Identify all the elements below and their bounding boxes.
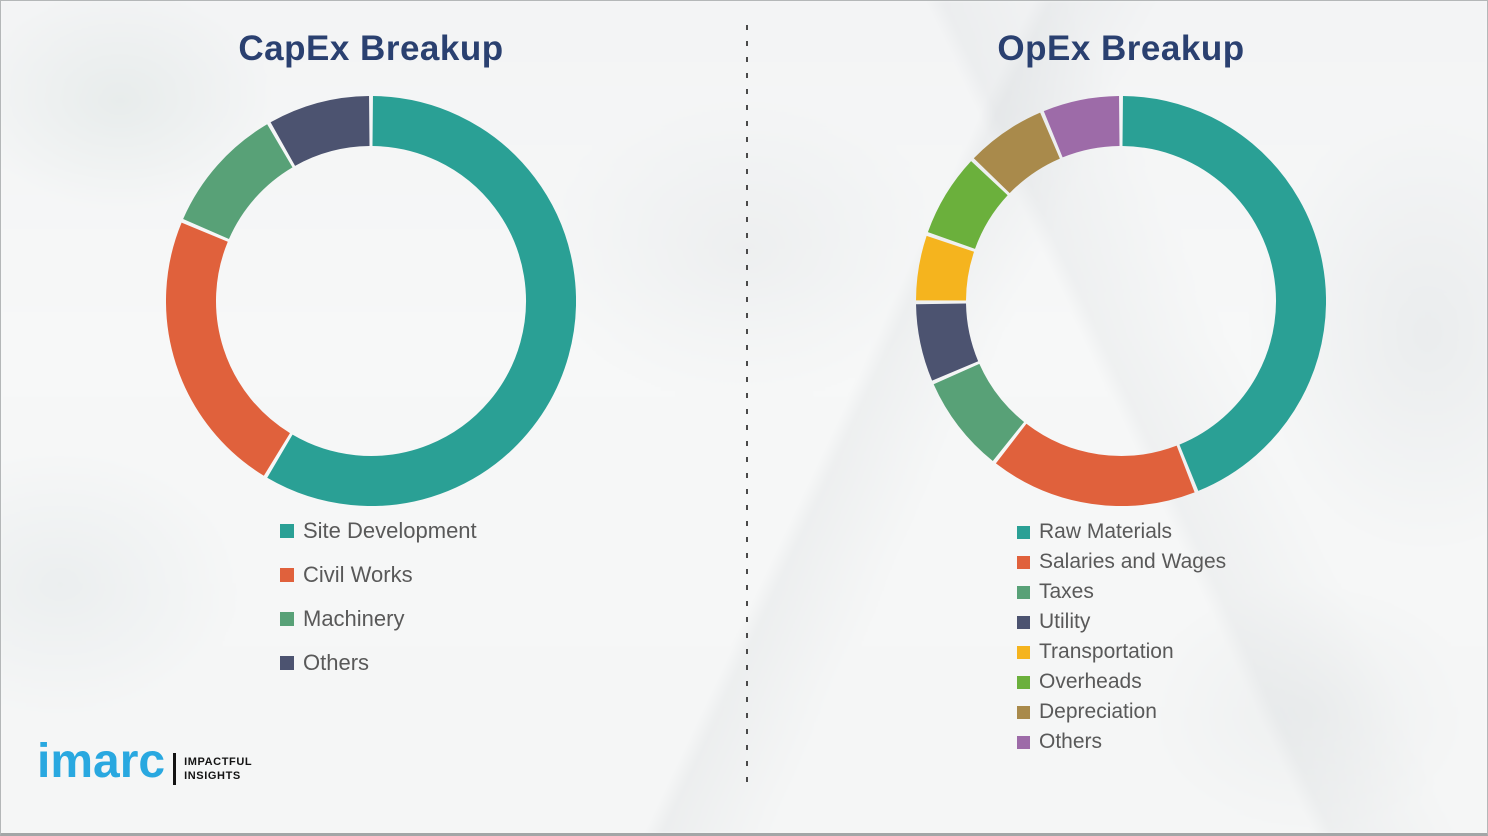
legend-item: Depreciation	[1017, 697, 1226, 727]
legend-label: Raw Materials	[1039, 520, 1173, 543]
legend-item: Overheads	[1017, 667, 1226, 697]
legend-label: Site Development	[303, 518, 477, 543]
legend-swatch-icon	[1017, 675, 1030, 689]
donut-segment-utility	[916, 302, 979, 381]
donut-segment-transportation	[916, 235, 975, 302]
legend-item: Civil Works	[280, 553, 477, 597]
legend-label: Depreciation	[1039, 700, 1157, 723]
opex-chart-title: OpEx Breakup	[997, 29, 1245, 68]
divider-dashed-line	[746, 25, 748, 793]
legend-label: Utility	[1039, 610, 1091, 633]
legend-swatch-icon	[280, 568, 294, 582]
legend-swatch-icon	[280, 612, 294, 626]
legend-item: Taxes	[1017, 577, 1226, 607]
legend-label: Transportation	[1039, 640, 1174, 663]
legend-item: Raw Materials	[1017, 517, 1226, 547]
imarc-logo-wordmark: imarc	[37, 735, 166, 789]
donut-segment-others	[270, 96, 371, 167]
legend-label: Salaries and Wages	[1039, 550, 1227, 573]
legend-label: Others	[1039, 730, 1103, 753]
legend-swatch-icon	[280, 524, 294, 538]
legend-swatch-icon	[1017, 615, 1030, 629]
legend-swatch-icon	[1017, 555, 1030, 569]
donut-segment-machinery	[183, 124, 294, 240]
donut-segment-civil-works	[166, 222, 291, 476]
legend-swatch-icon	[1017, 735, 1030, 749]
donut-segment-raw-materials	[1122, 96, 1326, 491]
legend-item: Site Development	[280, 509, 477, 553]
legend-swatch-icon	[280, 656, 294, 670]
legend-label: Machinery	[303, 606, 405, 631]
capex-chart-title: CapEx Breakup	[238, 29, 504, 68]
legend-swatch-icon	[1017, 705, 1030, 719]
imarc-tagline: IMPACTFUL INSIGHTS	[184, 755, 252, 784]
tagline-line-2: INSIGHTS	[184, 770, 241, 782]
donut-segment-site-development	[267, 96, 576, 506]
legend-label: Taxes	[1039, 580, 1094, 603]
legend-item: Machinery	[280, 597, 477, 641]
donut-segment-taxes	[933, 363, 1025, 461]
legend-label: Overheads	[1039, 670, 1142, 693]
imarc-logo: imarc IMPACTFUL INSIGHTS	[37, 735, 252, 789]
opex-donut-chart	[916, 96, 1326, 506]
tagline-line-1: IMPACTFUL	[184, 755, 253, 768]
legend-item: Transportation	[1017, 637, 1226, 667]
legend-item: Utility	[1017, 607, 1226, 637]
legend-item: Others	[280, 641, 477, 685]
opex-legend: Raw Materials Salaries and Wages Taxes Util…	[1017, 517, 1226, 757]
logo-separator-bar	[173, 753, 177, 785]
legend-item: Salaries and Wages	[1017, 547, 1226, 577]
legend-label: Others	[303, 650, 370, 675]
donut-segment-overheads	[927, 161, 1009, 250]
donut-segment-salaries-and-wages	[995, 423, 1195, 506]
legend-swatch-icon	[1017, 585, 1030, 599]
donut-segment-others	[1043, 96, 1121, 158]
legend-swatch-icon	[1017, 525, 1030, 539]
capex-donut-chart	[166, 96, 576, 506]
legend-swatch-icon	[1017, 645, 1030, 659]
legend-label: Civil Works	[303, 562, 413, 587]
donut-segment-depreciation	[973, 112, 1061, 194]
legend-item: Others	[1017, 727, 1226, 757]
capex-legend: Site Development Civil Works Machinery Othe…	[280, 509, 477, 685]
